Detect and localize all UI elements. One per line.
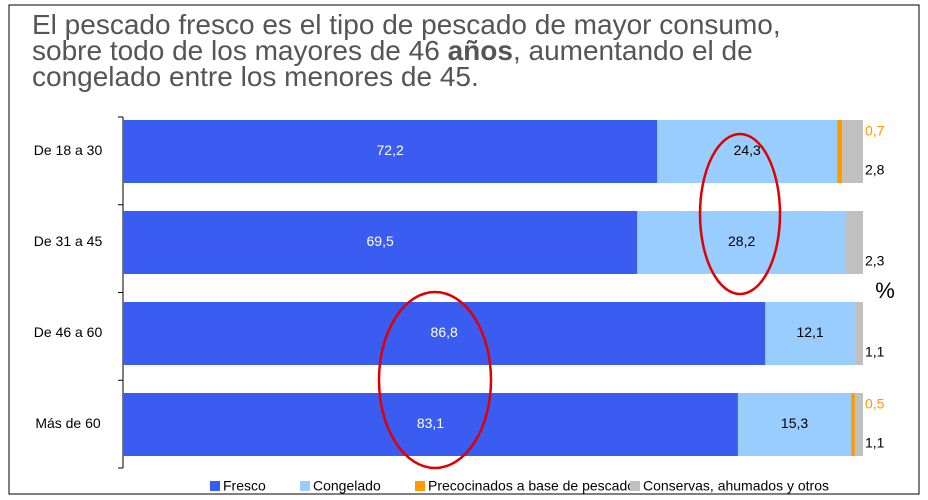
bar-segment (637, 211, 846, 274)
y-tick-label: De 31 a 45 (34, 233, 103, 249)
legend-label: Congelado (313, 478, 381, 494)
bar-segment (854, 393, 863, 456)
value-label: 28,2 (728, 233, 755, 249)
value-label: 86,8 (431, 324, 458, 340)
bar-segment (123, 211, 638, 274)
y-tick-label: De 18 a 30 (34, 142, 103, 158)
value-label: 0,7 (865, 123, 885, 139)
bar-segment (845, 211, 863, 274)
value-label: 69,5 (367, 233, 394, 249)
legend-label: Conservas, ahumados y otros (643, 478, 829, 494)
value-label: 2,8 (865, 162, 885, 178)
y-tick-label: Más de 60 (35, 415, 101, 431)
legend-swatch (210, 481, 220, 491)
bar-segment (123, 393, 738, 456)
chart-title: El pescado fresco es el tipo de pescado … (32, 9, 781, 92)
value-label: 83,1 (417, 415, 444, 431)
legend-label: Fresco (223, 478, 266, 494)
title-line: , aumentando el de (512, 35, 753, 66)
bar-segment (854, 302, 863, 365)
value-label: 1,1 (865, 435, 885, 451)
legend-swatch (415, 481, 425, 491)
bar-segment (657, 120, 838, 183)
value-label: 72,2 (377, 142, 404, 158)
legend-swatch (630, 481, 640, 491)
title-line: sobre todo de los mayores de 46 (32, 35, 448, 66)
value-label: 15,3 (781, 415, 808, 431)
bar-segment (842, 120, 863, 183)
highlight-ellipse (698, 132, 782, 296)
legend-label: Precocinados a base de pescado (428, 478, 635, 494)
unit-label: % (875, 278, 895, 303)
frame (8, 4, 920, 495)
bar-segment (765, 302, 855, 365)
bar-segment (123, 120, 658, 183)
y-tick-label: De 46 a 60 (34, 324, 103, 340)
bar-segment (123, 302, 766, 365)
value-label: 0,5 (865, 396, 885, 412)
value-label: 12,1 (796, 324, 823, 340)
value-label: 1,1 (865, 344, 885, 360)
bar-segment (837, 120, 843, 183)
value-label: 2,3 (865, 253, 885, 269)
title-line: congelado entre los menores de 45. (32, 61, 479, 92)
value-label: 24,3 (734, 142, 761, 158)
legend-swatch (300, 481, 310, 491)
bar-segment (737, 393, 852, 456)
title-bold: años (447, 35, 513, 66)
title-line: El pescado fresco es el tipo de pescado … (32, 9, 781, 40)
bar-segment (851, 393, 855, 456)
highlight-ellipse (377, 290, 493, 470)
